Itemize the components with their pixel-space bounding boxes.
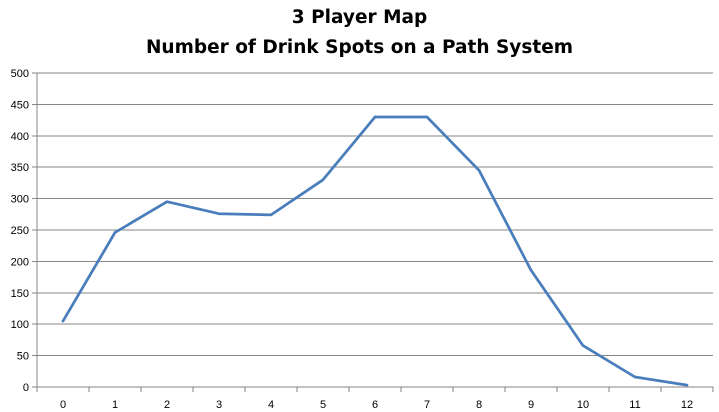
data-point [477, 169, 481, 172]
y-tick-label: 50 [17, 351, 29, 363]
y-tick-label: 450 [11, 99, 29, 111]
series-line-0 [61, 115, 689, 387]
data-point [685, 383, 689, 387]
axes [32, 72, 714, 392]
y-tick-labels: 0 50 100 150 200 250 300 350 400 450 500 [11, 68, 29, 394]
y-tick-label: 100 [11, 319, 29, 331]
series-group [61, 115, 689, 387]
x-tick-label: 2 [164, 399, 170, 411]
y-tick-label: 350 [11, 162, 29, 174]
data-point [425, 115, 429, 119]
data-point [373, 115, 377, 119]
x-tick-label: 3 [216, 399, 222, 411]
y-tick-label: 200 [11, 256, 29, 268]
data-point [165, 200, 169, 203]
x-tick-label: 11 [629, 399, 640, 411]
x-tick-label: 10 [577, 399, 589, 411]
data-point [217, 212, 221, 215]
y-tick-label: 400 [11, 131, 29, 143]
x-tick-label: 0 [60, 399, 66, 411]
chart-subtitle: Number of Drink Spots on a Path System [145, 37, 574, 58]
y-tick-label: 300 [11, 194, 29, 206]
chart-title-block: 3 Player Map Number of Drink Spots on a … [0, 3, 719, 63]
x-tick-label: 12 [681, 399, 693, 411]
x-tick-label: 6 [372, 399, 378, 411]
data-point [269, 213, 273, 217]
data-point [321, 178, 325, 181]
gridlines [37, 72, 713, 357]
data-point [529, 268, 533, 272]
x-tick-label: 8 [476, 399, 482, 411]
x-tick-label: 7 [424, 399, 430, 411]
y-tick-label: 500 [11, 68, 29, 80]
x-tick-label: 1 [112, 399, 118, 411]
chart-title: 3 Player Map [291, 7, 428, 28]
data-point [113, 231, 117, 234]
data-point [581, 344, 585, 347]
data-point [633, 375, 637, 379]
x-tick-label: 5 [320, 399, 326, 411]
y-tick-label: 150 [11, 288, 29, 300]
y-tick-label: 0 [23, 382, 29, 394]
y-tick-label: 250 [11, 225, 29, 237]
x-tick-label: 4 [268, 399, 274, 411]
x-tick-label: 9 [528, 399, 534, 411]
data-point [61, 319, 65, 323]
x-tick-labels: 0 1 2 3 4 5 6 7 8 9 10 11 12 [60, 399, 693, 411]
